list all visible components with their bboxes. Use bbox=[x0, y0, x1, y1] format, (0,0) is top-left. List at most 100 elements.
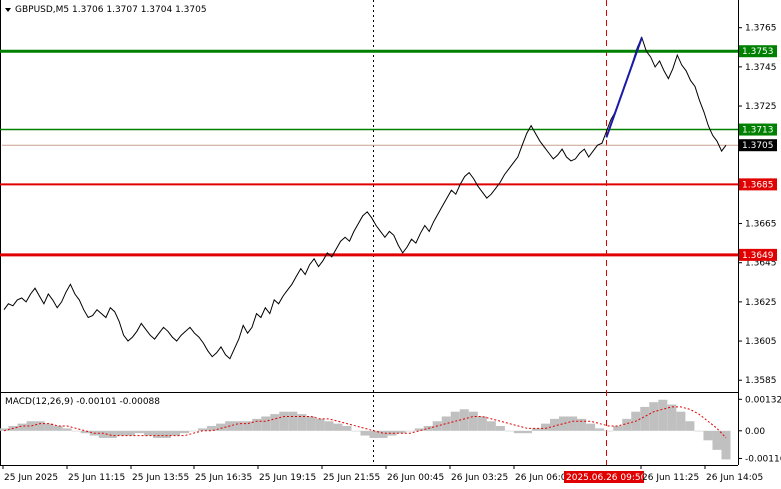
macd-histogram-bar bbox=[270, 414, 280, 431]
time-tick-label: 25 Jun 19:15 bbox=[259, 473, 316, 483]
price-tick-label: 1.3665 bbox=[745, 220, 777, 230]
macd-histogram-bar bbox=[423, 426, 433, 431]
time-tick-label: 26 Jun 00:45 bbox=[387, 473, 444, 483]
macd-indicator bbox=[0, 399, 731, 460]
time-tick-label: 26 Jun 11:25 bbox=[642, 473, 699, 483]
time-axis: 25 Jun 2025 25 Jun 11:15 25 Jun 13:55 25 Ju… bbox=[2, 465, 763, 483]
price-tick-label: 1.3745 bbox=[745, 63, 777, 73]
macd-histogram-bar bbox=[504, 430, 514, 432]
macd-axis: 0.00132 0.00 -0.00116 bbox=[738, 395, 781, 464]
macd-histogram-bar bbox=[405, 430, 415, 432]
macd-histogram-bar bbox=[477, 416, 487, 431]
macd-histogram-bar bbox=[586, 423, 596, 431]
macd-histogram-bar bbox=[279, 411, 289, 431]
macd-histogram-bar bbox=[640, 406, 650, 431]
macd-histogram-bar bbox=[685, 421, 695, 431]
highlighted-time-label: 2025.06.26 09:50 bbox=[566, 473, 647, 483]
macd-histogram-bar bbox=[513, 430, 523, 434]
macd-histogram-bar bbox=[261, 416, 271, 431]
macd-histogram-bar bbox=[649, 402, 659, 431]
macd-histogram-bar bbox=[712, 430, 722, 450]
macd-histogram-bar bbox=[243, 421, 253, 431]
time-tick-label: 25 Jun 11:15 bbox=[68, 473, 125, 483]
macd-histogram-bar bbox=[342, 426, 352, 431]
price-tick-label: 1.3605 bbox=[745, 337, 777, 347]
time-tick-label: 25 Jun 21:55 bbox=[323, 473, 380, 483]
collapse-triangle-icon[interactable] bbox=[5, 8, 11, 12]
macd-tick-label: 0.00 bbox=[745, 427, 765, 437]
macd-histogram-bar bbox=[134, 430, 144, 434]
macd-histogram-bar bbox=[62, 428, 72, 431]
price-tick-label: 1.3585 bbox=[745, 376, 777, 386]
macd-histogram-bar bbox=[540, 423, 551, 431]
macd-histogram-bar bbox=[17, 423, 27, 431]
macd-histogram-bar bbox=[252, 418, 262, 431]
macd-histogram-bar bbox=[559, 416, 569, 431]
macd-histogram-bar bbox=[71, 430, 81, 432]
macd-histogram-bar bbox=[604, 430, 614, 432]
trend-line-annotation[interactable] bbox=[605, 37, 643, 138]
macd-histogram-bar bbox=[396, 430, 406, 434]
macd-histogram-bar bbox=[189, 430, 199, 432]
macd-title: MACD(12,26,9) -0.00101 -0.00088 bbox=[5, 397, 160, 407]
level-tag-label: 1.3685 bbox=[742, 180, 774, 190]
time-tick-label: 25 Jun 16:35 bbox=[195, 473, 252, 483]
macd-histogram-bar bbox=[297, 414, 307, 431]
macd-histogram-bar bbox=[667, 404, 677, 431]
price-tick-label: 1.3625 bbox=[745, 298, 777, 308]
macd-histogram-bar bbox=[360, 430, 370, 436]
macd-histogram-bar bbox=[613, 426, 623, 431]
macd-histogram-bar bbox=[324, 421, 334, 431]
macd-histogram-bar bbox=[234, 421, 244, 431]
time-tick-label: 25 Jun 2025 bbox=[4, 473, 58, 483]
level-tag-label: 1.3713 bbox=[742, 126, 774, 136]
macd-histogram-bar bbox=[288, 411, 298, 431]
macd-histogram-bar bbox=[152, 430, 162, 438]
macd-histogram-bar bbox=[495, 426, 505, 431]
price-tick-label: 1.3645 bbox=[745, 259, 777, 269]
macd-histogram-bar bbox=[80, 430, 90, 434]
macd-histogram-bar bbox=[351, 430, 361, 432]
level-tag-label: 1.3649 bbox=[742, 251, 774, 261]
macd-histogram-bar bbox=[531, 428, 541, 431]
macd-tick-label: 0.00132 bbox=[745, 395, 781, 405]
macd-histogram-bar bbox=[35, 421, 45, 431]
macd-histogram-bar bbox=[550, 418, 560, 431]
macd-histogram-bar bbox=[333, 423, 343, 431]
macd-histogram-bar bbox=[450, 411, 460, 431]
highlighted-time-tag bbox=[564, 471, 644, 483]
macd-histogram-bar bbox=[170, 430, 180, 436]
macd-histogram-bar bbox=[568, 416, 578, 431]
macd-histogram-bar bbox=[486, 421, 496, 431]
current-price-tag bbox=[739, 139, 777, 152]
symbol-header: GBPUSD,M5 1.3706 1.3707 1.3704 1.3705 bbox=[5, 5, 207, 15]
macd-histogram-bar bbox=[161, 430, 171, 438]
price-axis: 1.3765 1.3745 1.3725 1.3705 1.3685 1.3665 1.36… bbox=[738, 24, 777, 386]
macd-histogram-bar bbox=[595, 428, 605, 431]
time-tick-label: 26 Jun 06:05 bbox=[515, 473, 572, 483]
macd-histogram-bar bbox=[98, 430, 108, 438]
macd-histogram-bar bbox=[125, 430, 135, 436]
macd-histogram-bar bbox=[369, 430, 379, 438]
price-tick-label: 1.3765 bbox=[745, 24, 777, 34]
macd-histogram-bar bbox=[198, 428, 208, 431]
current-price-label: 1.3705 bbox=[742, 141, 774, 151]
macd-histogram-bar bbox=[116, 430, 126, 436]
macd-histogram-bar bbox=[387, 430, 397, 436]
macd-histogram-bar bbox=[414, 428, 424, 431]
time-tick-label: 26 Jun 14:05 bbox=[706, 473, 763, 483]
price-series bbox=[3, 36, 727, 360]
level-tag-label: 1.3753 bbox=[742, 47, 774, 57]
level-tag-1.3649 bbox=[739, 248, 777, 261]
macd-histogram-bar bbox=[658, 399, 668, 431]
macd-tick-label: -0.00116 bbox=[745, 454, 781, 464]
horizontal-levels bbox=[0, 49, 738, 257]
level-tag-1.3753 bbox=[739, 45, 777, 58]
macd-histogram-bar bbox=[721, 430, 731, 460]
macd-histogram-bar bbox=[0, 428, 9, 431]
macd-histogram-bar bbox=[53, 426, 63, 431]
price-line bbox=[3, 36, 727, 360]
macd-histogram-bar bbox=[207, 426, 217, 431]
time-tick-label: 25 Jun 13:55 bbox=[132, 473, 189, 483]
